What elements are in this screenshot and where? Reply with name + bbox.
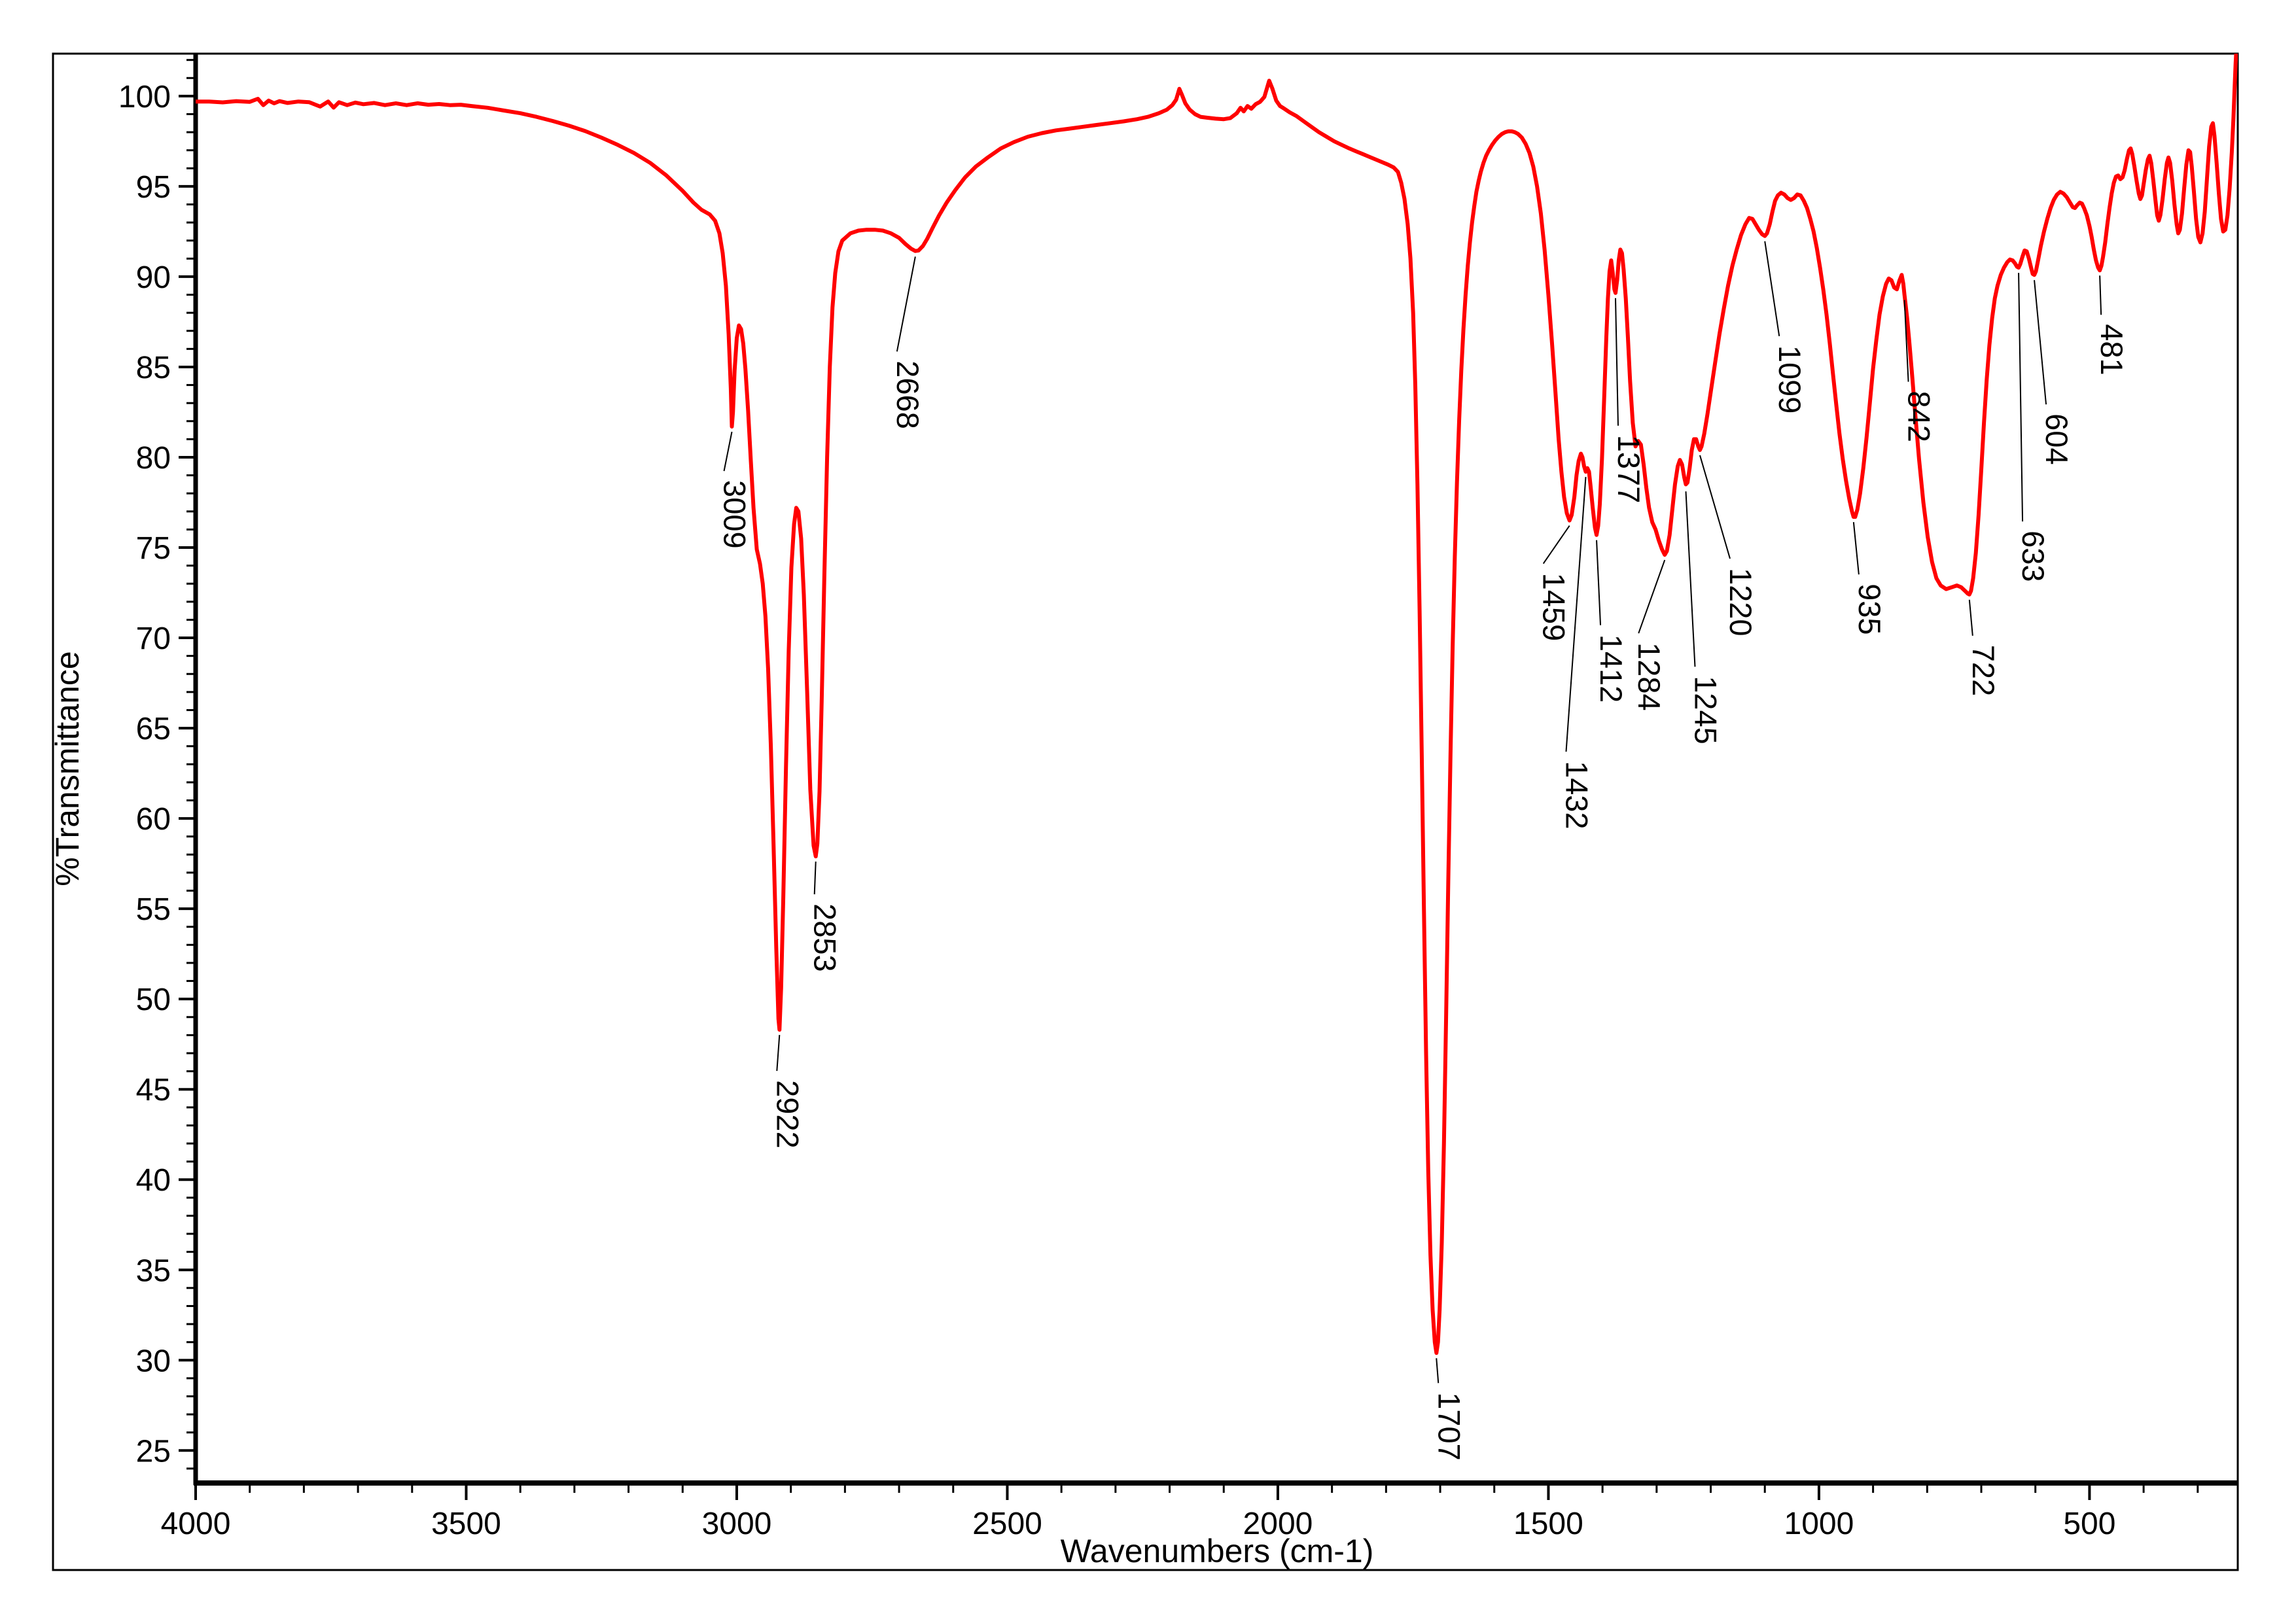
- peak-label-1377: 1377: [1612, 435, 1646, 504]
- peak-label-842: 842: [1902, 391, 1937, 442]
- peak-leader-481: [2099, 275, 2102, 315]
- peak-leader-1707: [1436, 1358, 1439, 1384]
- peak-label-1284: 1284: [1632, 642, 1667, 711]
- y-tick-label: 60: [136, 802, 171, 837]
- peak-label-1220: 1220: [1723, 568, 1758, 637]
- x-axis-title: Wavenumbers (cm-1): [1061, 1533, 1374, 1569]
- peak-label-3009: 3009: [718, 480, 752, 549]
- peak-leader-1459: [1542, 525, 1570, 565]
- peak-label-1245: 1245: [1688, 676, 1723, 744]
- y-tick-label: 25: [136, 1434, 171, 1469]
- peak-leader-1432: [1565, 477, 1587, 752]
- peak-leader-935: [1852, 521, 1860, 575]
- x-tick-label: 2000: [1243, 1507, 1313, 1541]
- y-tick-label: 65: [136, 712, 171, 746]
- x-tick-label: 500: [2063, 1507, 2115, 1541]
- peak-leader-3009: [723, 431, 733, 472]
- peak-leader-2853: [813, 862, 817, 895]
- peak-label-481: 481: [2094, 324, 2129, 375]
- y-tick-label: 80: [136, 441, 171, 476]
- y-tick-label: 55: [136, 892, 171, 927]
- peak-label-1707: 1707: [1432, 1392, 1466, 1461]
- y-tick-label: 70: [136, 621, 171, 656]
- x-tick-label: 3500: [431, 1507, 501, 1541]
- peak-leader-1099: [1764, 241, 1780, 336]
- figure-border: [52, 52, 2239, 1571]
- peak-label-935: 935: [1852, 584, 1887, 635]
- peak-leader-2668: [896, 256, 916, 352]
- peak-leader-1220: [1699, 455, 1731, 559]
- peak-label-1432: 1432: [1559, 761, 1594, 829]
- peak-label-2668: 2668: [891, 360, 925, 429]
- peak-leader-1245: [1685, 491, 1696, 667]
- y-tick-label: 90: [136, 260, 171, 295]
- y-tick-label: 45: [136, 1073, 171, 1108]
- x-tick-label: 1500: [1513, 1507, 1583, 1541]
- y-tick-label: 75: [136, 531, 171, 566]
- y-tick-label: 30: [136, 1344, 171, 1378]
- peak-label-633: 633: [2016, 531, 2051, 582]
- y-tick-label: 95: [136, 170, 171, 205]
- peak-label-722: 722: [1966, 645, 2001, 696]
- spectrum-trace: [196, 54, 2238, 1355]
- peak-leader-604: [2034, 280, 2047, 405]
- y-tick-label: 100: [118, 80, 171, 114]
- x-tick-label: 1000: [1784, 1507, 1854, 1541]
- peak-leader-633: [2018, 273, 2024, 522]
- peak-leader-722: [1968, 599, 1973, 636]
- peak-label-1459: 1459: [1537, 573, 1572, 642]
- peak-leader-842: [1903, 300, 1909, 382]
- peak-leader-1412: [1596, 540, 1602, 625]
- x-tick-label: 3000: [702, 1507, 772, 1541]
- peak-leader-2922: [776, 1035, 781, 1072]
- peak-label-2922: 2922: [770, 1080, 805, 1149]
- y-tick-label: 85: [136, 351, 171, 385]
- peak-label-1099: 1099: [1773, 345, 1807, 414]
- y-tick-label: 50: [136, 983, 171, 1017]
- peak-label-604: 604: [2040, 413, 2074, 464]
- y-axis-title: %Transmittance: [49, 651, 86, 886]
- x-tick-label: 2500: [972, 1507, 1042, 1541]
- y-tick-label: 35: [136, 1253, 171, 1288]
- peak-label-2853: 2853: [808, 903, 843, 972]
- peak-label-1412: 1412: [1594, 635, 1629, 703]
- peak-leader-1284: [1638, 559, 1666, 634]
- y-tick-label: 40: [136, 1163, 171, 1198]
- x-tick-label: 4000: [161, 1507, 231, 1541]
- peak-leader-1377: [1614, 298, 1619, 426]
